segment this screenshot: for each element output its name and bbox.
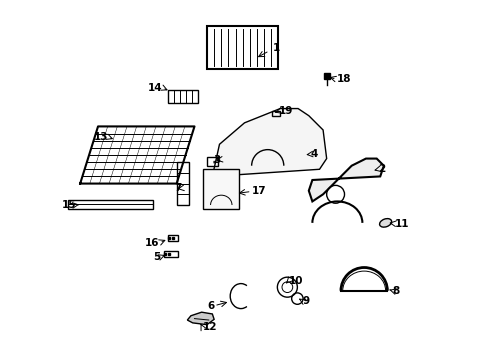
Bar <box>206 157 217 166</box>
Text: 3: 3 <box>212 155 220 165</box>
Text: 14: 14 <box>147 83 162 93</box>
Text: 13: 13 <box>93 132 108 142</box>
Text: 9: 9 <box>302 296 309 306</box>
Text: 16: 16 <box>144 238 159 248</box>
Bar <box>206 26 278 69</box>
Bar <box>167 90 198 103</box>
Text: 12: 12 <box>202 322 216 332</box>
Bar <box>272 111 279 116</box>
Polygon shape <box>308 158 383 202</box>
Text: 10: 10 <box>288 276 303 286</box>
Ellipse shape <box>379 219 391 227</box>
Polygon shape <box>212 109 326 176</box>
Text: 4: 4 <box>310 149 317 159</box>
Polygon shape <box>187 312 214 325</box>
Text: 15: 15 <box>61 200 76 210</box>
Bar <box>164 251 178 257</box>
Text: 2: 2 <box>378 164 385 174</box>
Text: 19: 19 <box>278 107 293 116</box>
Bar <box>167 235 178 241</box>
Text: 8: 8 <box>392 286 399 296</box>
Text: 1: 1 <box>272 43 279 53</box>
Text: 11: 11 <box>394 219 408 229</box>
Text: 17: 17 <box>251 186 266 197</box>
Text: 6: 6 <box>206 301 214 311</box>
Text: 7: 7 <box>174 183 182 193</box>
Text: 5: 5 <box>153 252 160 262</box>
Text: 18: 18 <box>336 74 350 84</box>
Bar <box>203 169 239 208</box>
Bar <box>67 200 153 208</box>
Bar <box>176 162 189 205</box>
